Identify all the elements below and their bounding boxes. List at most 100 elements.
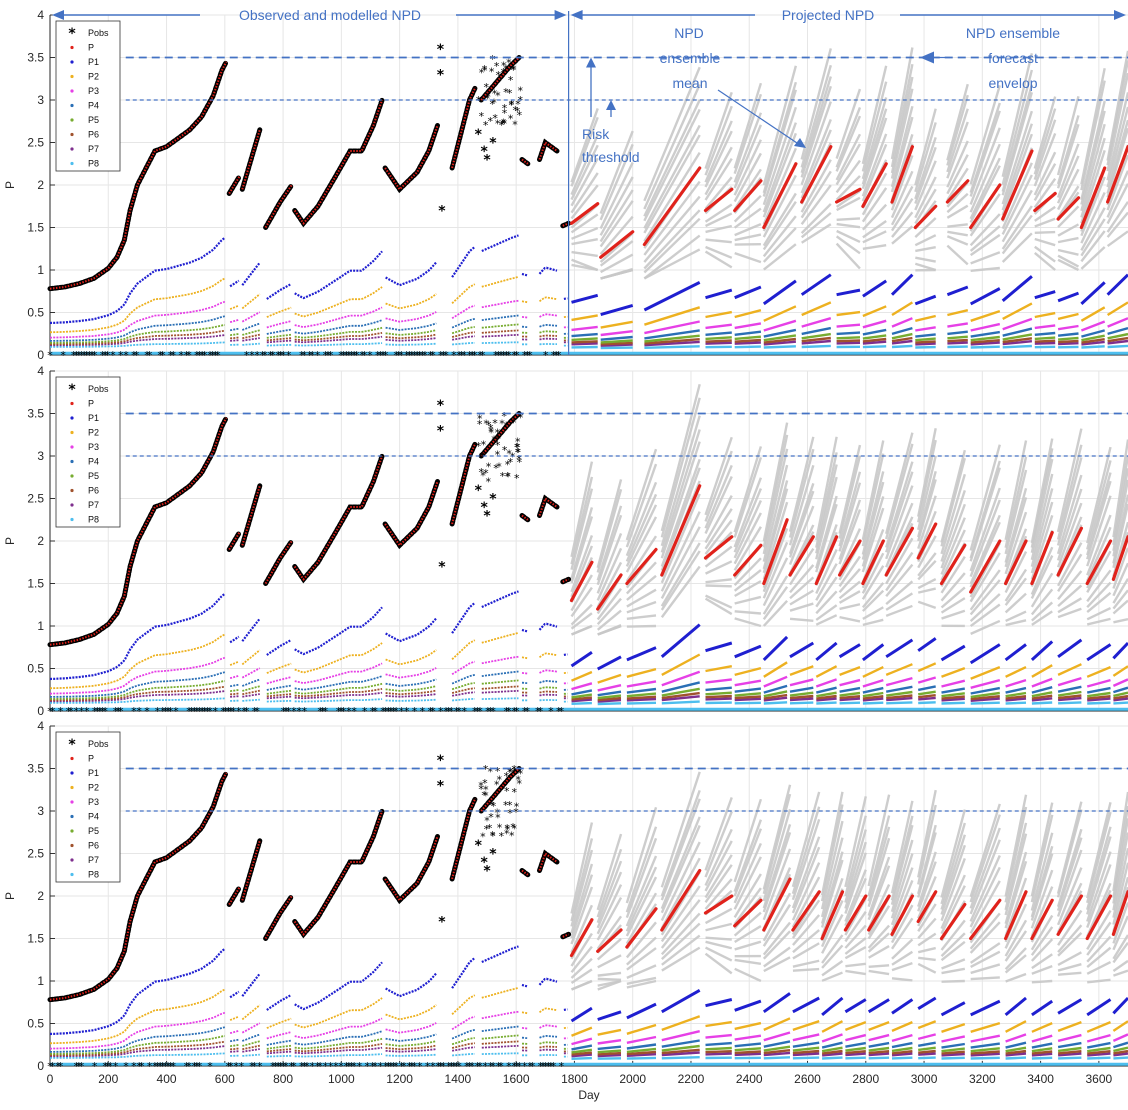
- pobs-marker: *: [491, 96, 497, 109]
- p4-forecast: [571, 681, 1128, 697]
- ensemble-member: [1033, 133, 1057, 187]
- zero-obs-marker: *: [249, 1060, 255, 1073]
- ensemble-member: [861, 471, 885, 555]
- p4-observed: [50, 670, 568, 698]
- zero-obs-marker: *: [559, 705, 565, 718]
- zero-obs-marker: *: [490, 1060, 496, 1073]
- pobs-marker: *: [515, 773, 521, 786]
- pobs-marker: *: [489, 799, 495, 812]
- legend-label: P1: [88, 768, 99, 778]
- ensemble-member: [947, 223, 968, 228]
- p7-forecast: [571, 339, 1128, 347]
- p2-observed: [49, 276, 568, 334]
- zero-obs-marker: *: [168, 1060, 174, 1073]
- ensemble-member: [1004, 497, 1028, 568]
- ensemble-member: [1004, 577, 1027, 606]
- ensemble-member: [705, 224, 733, 234]
- zero-obs-marker: *: [504, 705, 510, 718]
- zero-obs-marker: *: [462, 349, 468, 362]
- mean-segment: [596, 573, 623, 611]
- legend-label: P7: [88, 500, 99, 510]
- ensemble-member: [969, 579, 1001, 616]
- ensemble-member: [733, 798, 763, 883]
- zero-obs-marker: *: [454, 1060, 460, 1073]
- ensemble-member: [890, 867, 914, 926]
- ensemble-member: [1056, 444, 1083, 540]
- ensemble-member: [596, 479, 623, 569]
- pobs-marker: *: [475, 127, 483, 143]
- ensemble-member: [571, 250, 598, 258]
- ensemble-member: [838, 509, 862, 565]
- pobs-marker: *: [492, 88, 498, 101]
- ensemble-member: [862, 220, 887, 239]
- ensemble-member: [625, 535, 658, 582]
- ensemble-member: [1056, 867, 1083, 926]
- y-tick-label: 2.5: [27, 136, 44, 150]
- zero-obs-marker: *: [477, 705, 483, 718]
- ensemble-member: [917, 851, 937, 907]
- y-axis-label: P: [3, 537, 17, 545]
- pobs-marker: *: [512, 765, 518, 778]
- ensemble-member: [917, 932, 937, 947]
- zero-obs-marker: *: [372, 705, 378, 718]
- pobs-marker: *: [511, 63, 517, 76]
- ensemble-member: [1057, 254, 1080, 268]
- ensemble-member: [626, 936, 657, 966]
- zero-obs-marker: *: [323, 349, 329, 362]
- ensemble-member: [835, 88, 862, 159]
- ensemble-member: [820, 859, 844, 928]
- arrowhead: [554, 10, 567, 20]
- ensemble-member: [1030, 886, 1054, 937]
- mean-segment: [733, 179, 763, 213]
- ensemble-member: [946, 235, 969, 246]
- legend-label: P8: [88, 515, 99, 525]
- ensemble-member: [867, 865, 891, 921]
- ensemble-member: [643, 180, 701, 256]
- ensemble-member: [815, 590, 838, 615]
- zero-obs-marker: *: [328, 1060, 334, 1073]
- ensemble-member: [969, 165, 1001, 223]
- ensemble-member: [940, 529, 966, 581]
- zero-obs-marker: *: [270, 1060, 276, 1073]
- ensemble-member: [1086, 460, 1112, 550]
- ensemble-member: [914, 108, 937, 186]
- zero-obs-marker: *: [160, 349, 166, 362]
- ensemble-member: [940, 489, 966, 562]
- zero-obs-marker: *: [202, 705, 208, 718]
- ensemble-member: [1106, 106, 1128, 188]
- legend-marker: *: [68, 382, 76, 398]
- ensemble-member: [1080, 68, 1106, 185]
- zero-obs-marker: *: [184, 349, 190, 362]
- series-p3: [50, 655, 1128, 695]
- pobs-marker: *: [495, 765, 501, 778]
- ensemble-member: [801, 223, 832, 244]
- pobs-marker: *: [515, 446, 521, 459]
- y-tick-label: 4: [37, 8, 44, 22]
- ensemble-member: [704, 828, 733, 886]
- mean-segment: [939, 902, 967, 941]
- ensemble-member: [733, 139, 762, 196]
- ensemble-member: [733, 112, 763, 183]
- pobs-marker: *: [437, 753, 445, 769]
- p1-observed: [49, 945, 568, 1036]
- ensemble-member: [1001, 205, 1033, 250]
- ensemble-member: [1030, 458, 1054, 554]
- ensemble-member: [1030, 802, 1054, 897]
- ensemble-member: [705, 936, 732, 941]
- ensemble-member: [734, 223, 762, 237]
- zero-obs-marker: *: [399, 349, 405, 362]
- ensemble-member: [969, 569, 1001, 611]
- zero-obs-marker: *: [212, 705, 218, 718]
- ensemble-member: [762, 201, 797, 251]
- zero-obs-marker: *: [464, 1060, 470, 1073]
- annotations: Observed and modelled NPD Projected NPD Ri…: [52, 7, 1126, 355]
- ensemble-member: [867, 794, 891, 887]
- forecast-envelope: [570, 47, 1128, 280]
- y-tick-label: 1: [37, 974, 44, 988]
- ensemble-member: [838, 455, 862, 539]
- ensemble-member: [789, 564, 815, 594]
- zero-obs-marker: *: [226, 1060, 232, 1073]
- p6-observed: [50, 329, 568, 346]
- ensemble-member: [800, 118, 832, 194]
- ensemble-member: [626, 614, 657, 620]
